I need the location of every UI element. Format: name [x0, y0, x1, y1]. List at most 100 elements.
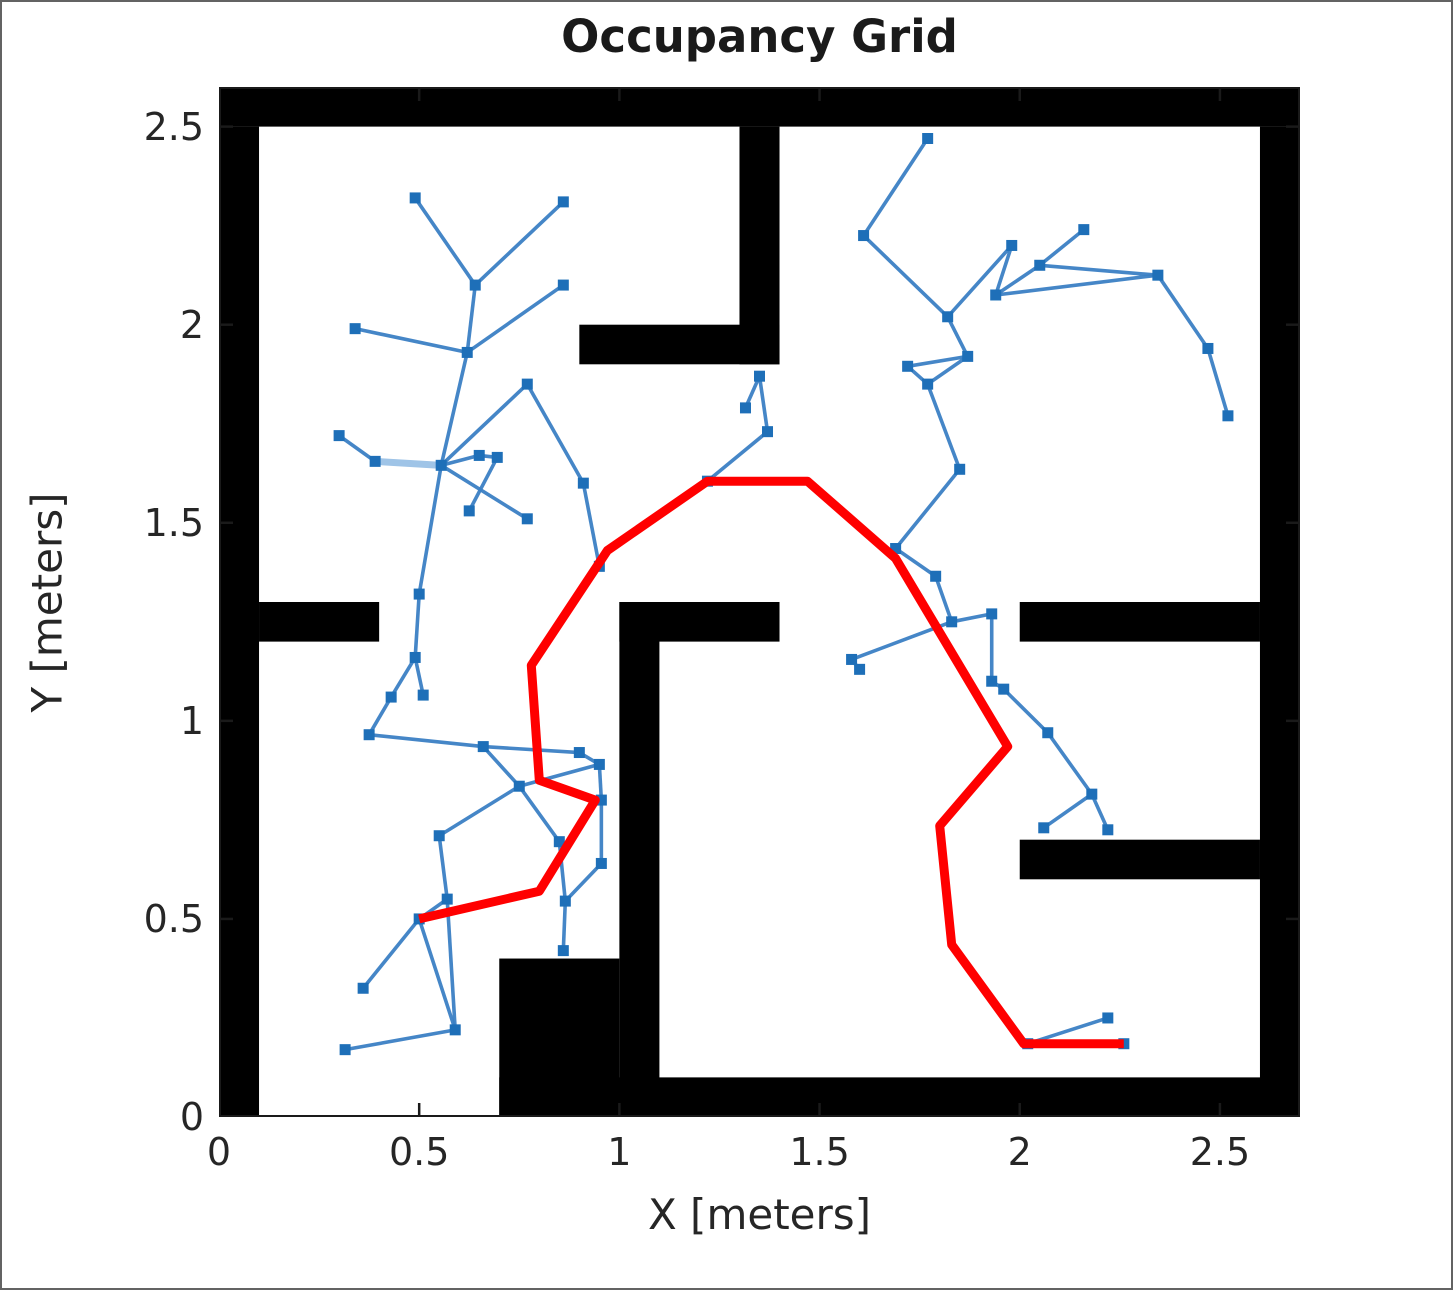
tree-edge	[946, 315, 970, 358]
tree-edge	[445, 899, 458, 1030]
y-tick-label: 0	[179, 1095, 204, 1139]
tree-node-marker	[986, 675, 998, 687]
tree-node-marker	[333, 430, 345, 442]
tree-node-marker	[409, 651, 421, 663]
tree-node-marker	[385, 691, 397, 703]
tree-node-marker	[435, 459, 447, 471]
tree-node-marker	[922, 133, 934, 144]
tree-node-marker	[942, 311, 954, 323]
x-tick-label: 1.5	[789, 1130, 850, 1174]
tree-edge	[344, 1028, 456, 1052]
tree-node-marker	[577, 477, 589, 489]
tree-node-marker	[413, 588, 425, 600]
tree-node-marker	[1006, 239, 1018, 251]
tree-node-marker	[1118, 1038, 1130, 1050]
tree-edge	[894, 547, 937, 578]
tree-edge	[564, 862, 603, 903]
tree-node-marker	[595, 857, 607, 869]
tree-edge	[995, 273, 1159, 297]
tree-node-marker	[409, 192, 421, 204]
occupied-wall-rect	[1259, 126, 1300, 1117]
occupied-wall-rect	[259, 602, 380, 642]
tree-node-marker	[754, 370, 765, 382]
tree-edge	[1156, 274, 1210, 350]
tree-node-marker	[922, 378, 934, 390]
y-axis-label-text: Y [meters]	[22, 492, 72, 712]
tree-edge	[465, 284, 478, 353]
occupied-wall-rect	[739, 126, 780, 365]
tree-edge	[367, 696, 393, 736]
tree-edge	[581, 482, 602, 567]
tree-edge	[481, 745, 521, 788]
tree-edge	[894, 468, 962, 550]
tree-edge	[1042, 792, 1093, 830]
x-tick-label: 2	[1007, 1130, 1032, 1174]
axes-box	[219, 87, 1300, 1117]
occupied-wall-rect	[219, 87, 1300, 127]
occupied-wall-rect	[579, 324, 780, 365]
x-tick-label: 0.5	[388, 1130, 450, 1174]
tree-node-marker	[1034, 259, 1046, 271]
tree-node-marker	[369, 455, 381, 467]
occupied-wall-rect	[219, 126, 260, 1117]
tree-node-marker	[433, 830, 445, 842]
tree-node-marker	[473, 449, 485, 461]
planned-path	[418, 476, 1124, 1049]
tree-edge	[946, 244, 1014, 318]
tree-edge	[994, 244, 1014, 296]
y-tick-label: 1	[179, 698, 204, 743]
tree-edge	[438, 784, 521, 838]
tree-edge	[417, 918, 457, 1031]
tree-edge	[1090, 793, 1110, 831]
tree-node-marker	[441, 893, 453, 905]
plot-area	[219, 87, 1300, 1117]
tree-edge	[466, 283, 565, 354]
tree-node-marker	[553, 836, 565, 848]
tree-node-marker	[491, 451, 503, 463]
tree-node-marker	[962, 350, 974, 362]
tree-node-marker	[559, 895, 571, 907]
tree-edge	[933, 575, 954, 623]
tree-edge	[1038, 228, 1085, 267]
tree-edge	[474, 200, 565, 287]
tree-edge	[437, 835, 449, 900]
tree-node-marker	[986, 608, 998, 620]
tree-node-marker	[413, 913, 425, 925]
tree-edge	[1002, 687, 1050, 735]
tree-node-marker	[930, 570, 942, 582]
tree-node-marker	[1202, 342, 1214, 354]
tree-node-marker	[463, 505, 475, 517]
tree-edge	[518, 762, 600, 788]
tree-edge	[1206, 347, 1230, 417]
occupied-wall-rect	[1019, 839, 1260, 880]
tree-edge	[440, 463, 529, 521]
tree-edge	[525, 383, 585, 485]
tree-edge	[925, 383, 962, 470]
tree-node-marker	[1102, 824, 1114, 836]
tree-node-marker	[846, 653, 858, 665]
tree-edge	[413, 657, 425, 696]
occupied-wall-rect	[499, 958, 620, 1117]
tree-node-marker	[557, 196, 569, 208]
tree-node-marker	[477, 741, 489, 753]
tree-edge	[1046, 731, 1094, 796]
tree-edge	[368, 732, 484, 749]
tree-edge	[862, 137, 930, 237]
tree-node-marker	[1152, 269, 1164, 281]
tree-node-marker	[339, 1044, 351, 1056]
tree-edge	[338, 434, 377, 463]
tree-edge-highlighted	[374, 457, 442, 469]
tree-edge	[413, 593, 421, 658]
tree-node-marker	[513, 780, 525, 792]
tree-edge	[907, 354, 968, 369]
tree-edge	[597, 764, 604, 801]
tree-edge	[439, 382, 529, 467]
tree-edge	[517, 785, 561, 843]
tree-node-marker	[595, 794, 607, 806]
tree-node-marker	[854, 663, 866, 675]
tree-edge	[757, 375, 770, 432]
tree-node-marker	[946, 616, 958, 628]
y-tick-label: 2	[179, 302, 204, 347]
tree-node-marker	[363, 729, 375, 741]
tree-edge	[483, 744, 580, 755]
